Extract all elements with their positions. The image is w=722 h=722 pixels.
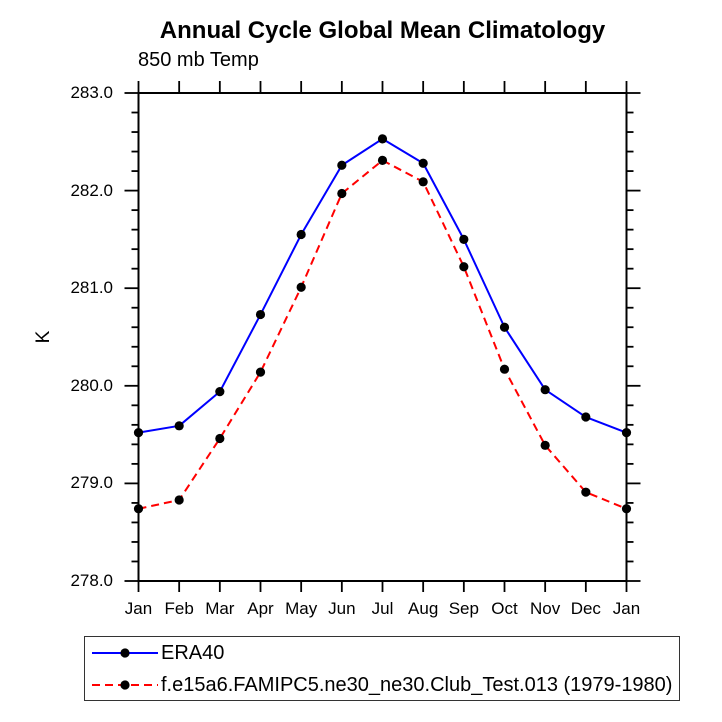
x-tick-label: Dec: [570, 599, 601, 618]
series-0-marker: [418, 158, 428, 168]
series-0-marker: [133, 428, 144, 438]
series-line-1: [138, 159, 627, 510]
x-tick-label: Sep: [448, 599, 479, 618]
series-0-marker: [337, 160, 347, 170]
legend-key-marker-0: [120, 648, 130, 658]
series-0-marker: [296, 229, 306, 240]
series-0-marker: [215, 387, 225, 397]
series-1-marker: [581, 487, 591, 497]
series-0-marker: [174, 421, 184, 431]
series-1-marker: [255, 367, 266, 377]
series-1-marker: [133, 504, 144, 514]
y-tick-label: 278.0: [70, 571, 113, 590]
y-tick-label: 282.0: [70, 180, 113, 200]
x-tick-label: Jul: [371, 599, 394, 618]
series-0-marker: [499, 322, 510, 332]
series-1-marker: [621, 504, 632, 514]
series-0-marker: [377, 134, 388, 144]
x-tick-label: Aug: [408, 599, 439, 618]
series-1-marker: [459, 262, 469, 272]
series-1-marker: [174, 495, 184, 505]
x-tick-label: Jan: [124, 599, 153, 618]
plot-frame: [137, 92, 628, 582]
series-1-marker: [540, 440, 550, 450]
x-tick-label: Jan: [612, 599, 641, 618]
x-tick-label: Oct: [491, 599, 518, 618]
legend-key-marker-1: [120, 680, 130, 690]
x-tick-label: Feb: [164, 599, 194, 618]
series-0-marker: [459, 234, 469, 244]
y-tick-label: 281.0: [70, 278, 113, 298]
legend-label-model: f.e15a6.FAMIPC5.ne30_ne30.Club_Test.013 …: [161, 674, 673, 696]
chart-subtitle: 850 mb Temp: [138, 49, 259, 71]
series-1-marker: [296, 282, 306, 292]
series-line-0: [138, 137, 627, 434]
y-axis-title: K: [33, 330, 54, 344]
chart-title: Annual Cycle Global Mean Climatology: [159, 17, 606, 44]
y-tick-label: 283.0: [70, 83, 113, 102]
x-tick-label: Nov: [530, 599, 561, 618]
series-1-marker: [499, 364, 510, 374]
series-0-marker: [255, 309, 266, 320]
series-1-marker: [377, 155, 388, 165]
series-1-marker: [418, 177, 428, 187]
series-0-marker: [581, 412, 591, 422]
legend-label-era40: ERA40: [161, 642, 225, 664]
x-tick-label: Apr: [247, 599, 274, 618]
y-tick-label: 280.0: [70, 375, 113, 395]
x-tick-label: Mar: [205, 599, 235, 618]
series-0-marker: [621, 428, 632, 438]
y-tick-label: 279.0: [70, 473, 113, 493]
x-tick-label: Jun: [328, 599, 356, 618]
series-1-marker: [337, 188, 347, 199]
x-tick-label: May: [285, 599, 318, 618]
series-0-marker: [540, 385, 550, 395]
legend: ERA40 f.e15a6.FAMIPC5.ne30_ne30.Club_Tes…: [84, 636, 680, 701]
series-1-marker: [215, 433, 225, 444]
